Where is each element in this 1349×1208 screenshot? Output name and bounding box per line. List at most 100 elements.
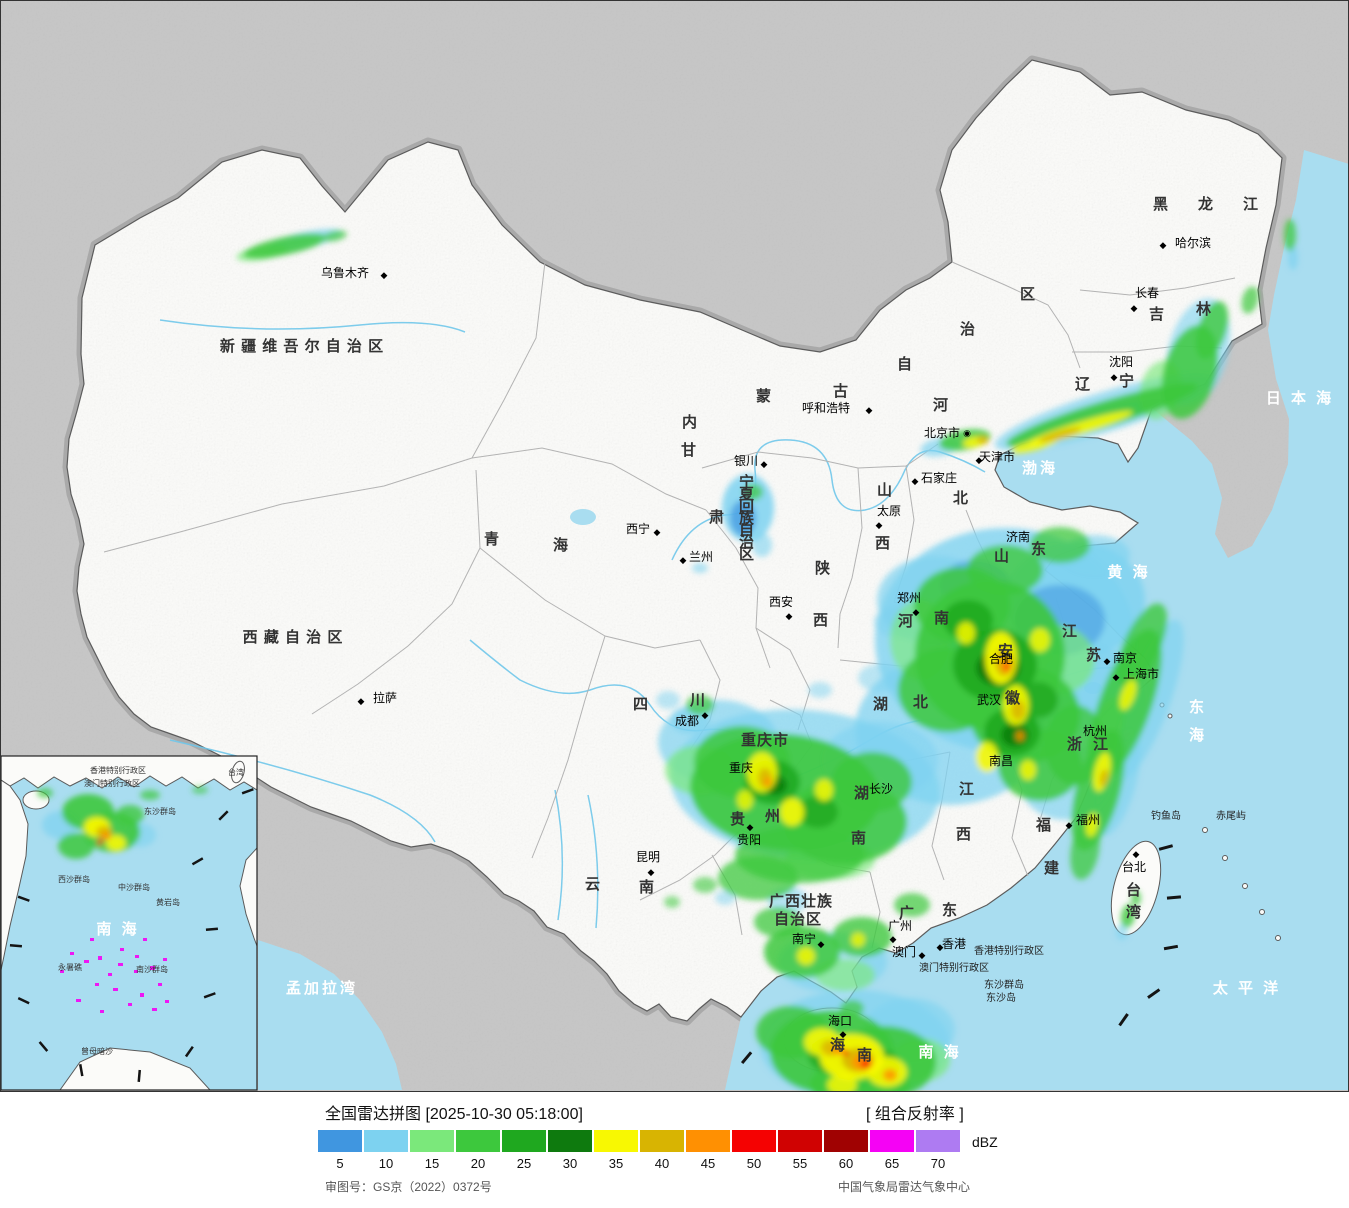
province-label: 江: [1062, 622, 1078, 640]
ocean: [258, 150, 1349, 1090]
city-label: 乌鲁木齐: [321, 265, 369, 280]
province-label: 建: [1044, 859, 1060, 877]
city-label: 天津市: [979, 449, 1015, 464]
province-label: 区: [1020, 286, 1036, 303]
province-label: 西: [813, 612, 829, 629]
city-label: 南昌: [989, 753, 1013, 768]
city-marker: ◆: [1133, 849, 1140, 859]
city-marker: ◆: [1113, 672, 1120, 682]
city-label: 兰州: [689, 550, 713, 564]
province-label: 治: [960, 320, 976, 338]
legend-color-30: [548, 1130, 592, 1152]
city-marker: ◆: [358, 696, 365, 706]
city-label: 成都: [675, 714, 699, 728]
province-label: 州: [764, 808, 781, 825]
inset-label: 中沙群岛: [118, 882, 150, 892]
inset-label: 香港特别行政区: [90, 765, 146, 775]
inset-label: 台湾: [228, 767, 244, 777]
city-marker: ◆: [866, 405, 873, 415]
province-label: 西: [956, 826, 972, 843]
inset-label: 澳门特别行政区: [84, 778, 140, 788]
legend-tick: 35: [608, 1156, 624, 1171]
city-label: 广州: [888, 919, 912, 933]
province-label: 北: [953, 490, 969, 507]
legend-unit: dBZ: [972, 1134, 998, 1150]
province-label: 自治区: [774, 910, 822, 928]
city-marker: ◆: [648, 867, 655, 877]
province-label: 青: [484, 530, 500, 548]
legend-color-5: [318, 1130, 362, 1152]
province-label: 河: [898, 612, 914, 630]
legend-color-65: [870, 1130, 914, 1152]
city-marker: ◆: [702, 710, 709, 720]
city-marker: ◆: [747, 822, 754, 832]
city-label: 长沙: [869, 782, 893, 796]
legend-tick: 10: [378, 1156, 394, 1171]
province-label: 山: [994, 548, 1010, 565]
city-label: 呼和浩特: [802, 400, 850, 415]
city-marker: ◆: [913, 607, 920, 617]
inset-label: 西沙群岛: [58, 874, 90, 884]
boundary-dashes: [740, 844, 1182, 1065]
province-label: 南: [857, 1046, 873, 1064]
city-marker: ◆: [654, 527, 661, 537]
province-label: 四: [633, 696, 649, 713]
city-label: 香港: [942, 937, 966, 951]
province-label: 肃: [709, 508, 725, 526]
province-label: 贵: [730, 810, 746, 828]
inset-map: [0, 755, 258, 1091]
legend-tick: 55: [792, 1156, 808, 1171]
city-marker: ◆: [1160, 240, 1167, 250]
province-label: 东: [942, 901, 958, 919]
city-label: 福州: [1076, 812, 1100, 827]
inset-radar-echoes: [37, 786, 208, 859]
province-label: 内: [682, 413, 698, 431]
legend-color-25: [502, 1130, 546, 1152]
city-marker: ◆: [876, 520, 883, 530]
province-label: 湖: [873, 696, 889, 713]
city-marker: ◆: [761, 459, 768, 469]
sea-label: 黄 海: [1107, 563, 1150, 581]
inset-label: 东沙群岛: [144, 806, 176, 816]
province-label: 徽: [1004, 689, 1021, 707]
province-label: 南: [639, 878, 655, 896]
city-label: 澳门: [892, 944, 916, 959]
legend-tick: 30: [562, 1156, 578, 1171]
province-label: 江: [1243, 195, 1259, 213]
province-label: 安: [998, 642, 1014, 660]
province-label: 龙: [1197, 195, 1214, 213]
city-label: 沈阳: [1109, 354, 1133, 369]
province-label: 北: [913, 694, 929, 711]
province-label: 重庆市: [741, 731, 789, 749]
legend-tick: 15: [424, 1156, 440, 1171]
province-label: 宁: [1119, 372, 1135, 390]
province-label: 河: [933, 396, 949, 414]
city-label: 上海市: [1123, 666, 1159, 681]
city-marker: ◆: [919, 950, 926, 960]
legend-ticks: 5 10 15 20 25 30 35 40 45 50 55 60 65 70: [318, 1156, 960, 1171]
city-label: 北京市: [924, 425, 960, 440]
city-label: 太原: [877, 503, 901, 518]
province-label: 新 疆 维 吾 尔 自 治 区: [220, 337, 384, 355]
province-label: 川: [689, 692, 706, 709]
city-label: 昆明: [636, 850, 660, 864]
province-label: 海: [830, 1036, 846, 1054]
city-label: 哈尔滨: [1175, 235, 1211, 250]
legend-tick: 5: [336, 1156, 344, 1171]
city-marker: ◆: [381, 270, 388, 280]
legend-tick: 65: [884, 1156, 900, 1171]
city-marker: ◆: [786, 611, 793, 621]
province-label: 江: [959, 780, 975, 798]
inset-label: 黄岩岛: [156, 897, 180, 907]
city-marker: ◆: [1104, 656, 1111, 666]
city-label: 西安: [769, 594, 793, 609]
legend-color-40: [640, 1130, 684, 1152]
east-sea-area: [725, 150, 1349, 1090]
city-label: 台北: [1122, 859, 1146, 874]
place-label: 香港特别行政区: [974, 944, 1044, 957]
province-label: 海: [553, 536, 569, 554]
province-label: 南: [851, 829, 867, 847]
sea-label: 日 本 海: [1266, 389, 1334, 407]
province-label: 古: [833, 382, 849, 400]
city-label: 海口: [828, 1013, 852, 1028]
